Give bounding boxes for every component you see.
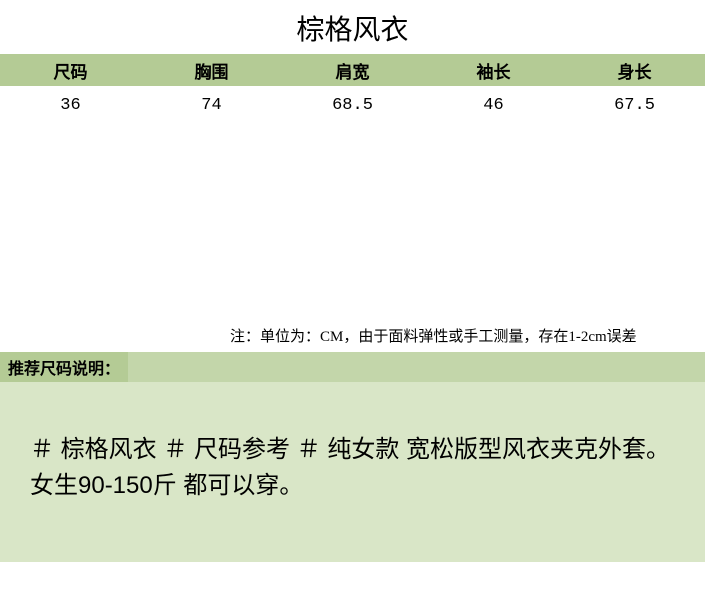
product-title: 棕格风衣	[0, 0, 705, 54]
col-header-length: 身长	[564, 58, 705, 83]
col-header-shoulder: 肩宽	[282, 58, 423, 83]
recommend-bar: 推荐尺码说明：	[0, 352, 705, 382]
size-table-row: 36 74 68.5 46 67.5	[0, 86, 705, 125]
cell-chest: 74	[141, 96, 282, 115]
size-table-header: 尺码 胸围 肩宽 袖长 身长	[0, 54, 705, 86]
cell-length: 67.5	[564, 96, 705, 115]
cell-shoulder: 68.5	[282, 96, 423, 115]
col-header-size: 尺码	[0, 58, 141, 83]
cell-sleeve: 46	[423, 96, 564, 115]
cell-size: 36	[0, 96, 141, 115]
description-text: ＃ 棕格风衣 ＃ 尺码参考 ＃ 纯女款 宽松版型风衣夹克外套。女生90-150斤…	[30, 432, 675, 504]
col-header-sleeve: 袖长	[423, 58, 564, 83]
spacer	[0, 125, 705, 325]
recommend-label: 推荐尺码说明：	[0, 352, 128, 382]
description-block: ＃ 棕格风衣 ＃ 尺码参考 ＃ 纯女款 宽松版型风衣夹克外套。女生90-150斤…	[0, 382, 705, 562]
col-header-chest: 胸围	[141, 58, 282, 83]
measurement-note: 注：单位为：CM，由于面料弹性或手工测量，存在1-2cm误差	[0, 325, 705, 352]
